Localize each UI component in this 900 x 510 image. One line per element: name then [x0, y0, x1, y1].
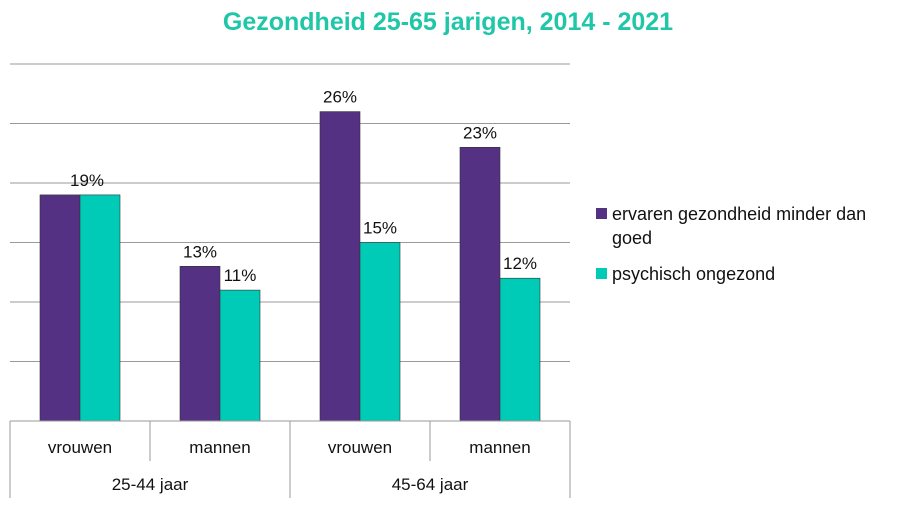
- bar: [79, 194, 121, 422]
- data-label: 19%: [70, 171, 104, 190]
- x-tick-label: mannen: [469, 438, 530, 457]
- chart-title: Gezondheid 25-65 jarigen, 2014 - 2021: [223, 8, 673, 36]
- data-label: 11%: [224, 266, 257, 285]
- legend-swatch-series-1: [596, 208, 607, 219]
- legend-label-series-1: ervaren gezondheid minder dan goed: [612, 204, 866, 248]
- bar: [319, 111, 361, 422]
- x-tick-label: vrouwen: [328, 438, 392, 457]
- data-label: 15%: [363, 219, 397, 238]
- bar: [39, 194, 81, 422]
- data-label: 12%: [503, 254, 537, 273]
- x-tick-label: mannen: [189, 438, 250, 457]
- data-label: 26%: [323, 88, 357, 107]
- legend-label-series-2: psychisch ongezond: [612, 264, 775, 284]
- x-group-label: 25-44 jaar: [112, 475, 189, 494]
- bar: [359, 242, 401, 422]
- data-label: 23%: [463, 123, 497, 142]
- bar: [219, 289, 261, 422]
- bar: [179, 265, 221, 422]
- bar: [459, 147, 501, 422]
- legend-swatch-series-2: [596, 268, 607, 279]
- x-tick-label: vrouwen: [48, 438, 112, 457]
- bar: [499, 277, 541, 422]
- legend: ervaren gezondheid minder dan goed psychi…: [596, 204, 866, 284]
- x-group-label: 45-64 jaar: [392, 475, 469, 494]
- data-label: 13%: [183, 242, 217, 261]
